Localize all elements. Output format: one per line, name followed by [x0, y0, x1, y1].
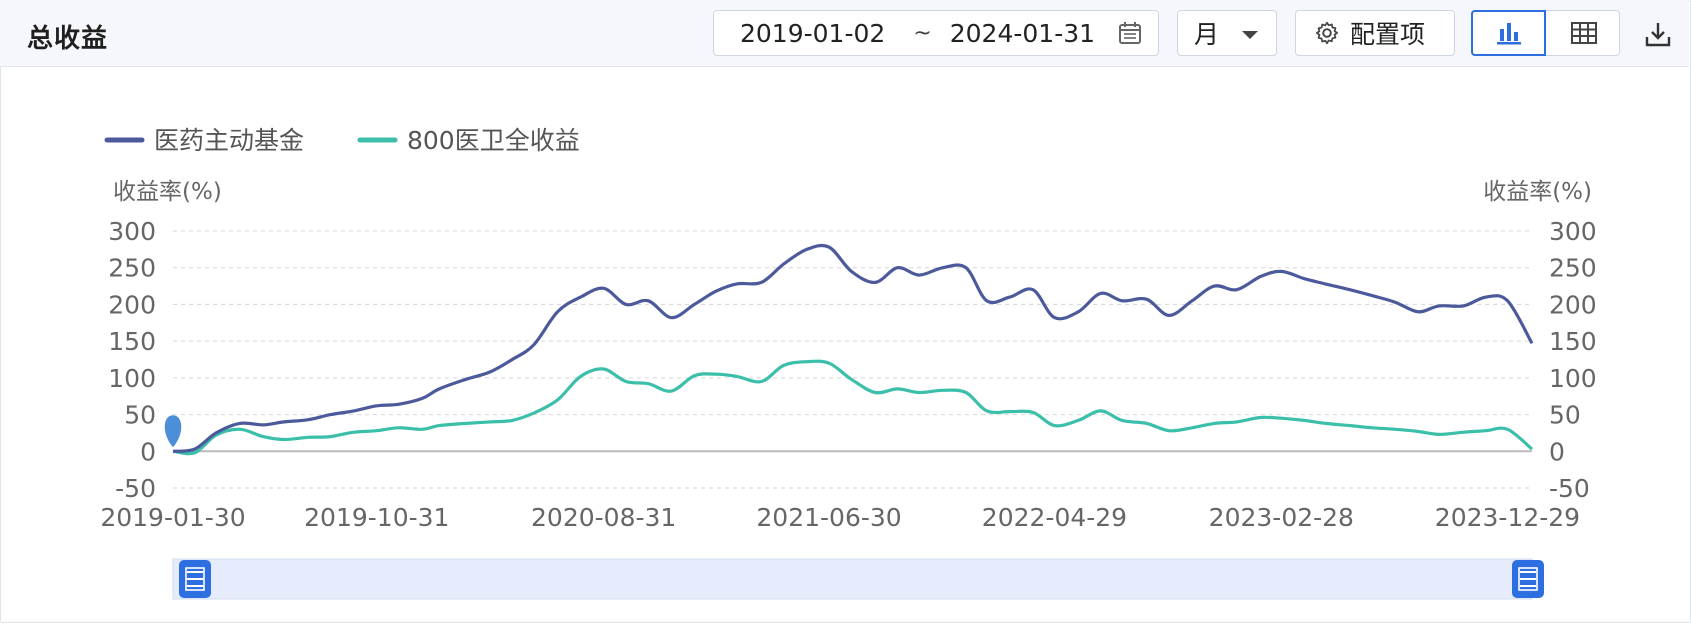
y-tick-label-right: -50: [1549, 474, 1590, 503]
date-range-picker[interactable]: 2019-01-02 ~ 2024-01-31: [713, 10, 1159, 56]
date-end[interactable]: 2024-01-31: [950, 19, 1095, 48]
x-tick-label: 2021-06-30: [756, 503, 901, 532]
legend-label[interactable]: 800医卫全收益: [407, 126, 580, 155]
y-tick-label-left: 100: [108, 364, 156, 393]
period-value: 月: [1194, 15, 1219, 51]
y-tick-label-right: 100: [1549, 364, 1597, 393]
y-axis-title-right: 收益率(%): [1483, 179, 1592, 205]
date-separator: ~: [913, 21, 931, 46]
y-tick-label-left: -50: [115, 474, 156, 503]
series-line-2: [173, 361, 1532, 454]
bar-chart-icon: [1495, 20, 1523, 46]
y-tick-label-right: 300: [1549, 217, 1597, 246]
x-tick-label: 2019-01-30: [100, 503, 245, 532]
table-icon: [1570, 21, 1598, 45]
zoom-slider-track: [173, 559, 1532, 599]
view-toggle: [1471, 10, 1620, 56]
x-tick-label: 2022-04-29: [982, 503, 1127, 532]
y-tick-label-left: 50: [124, 401, 156, 430]
panel-title: 总收益: [27, 18, 108, 55]
date-start[interactable]: 2019-01-02: [740, 19, 885, 48]
series-line-1: [173, 245, 1532, 451]
config-button[interactable]: 配置项: [1295, 10, 1455, 56]
x-tick-label: 2020-08-31: [531, 503, 676, 532]
y-tick-label-left: 150: [108, 327, 156, 356]
period-select[interactable]: 月: [1177, 10, 1277, 56]
chart-view-button[interactable]: [1471, 10, 1546, 56]
calendar-icon[interactable]: [1118, 21, 1142, 45]
y-tick-label-right: 50: [1549, 401, 1581, 430]
chart-area: 医药主动基金 800医卫全收益收益率(%) 收益率(%) 300 300 250 250 20…: [0, 66, 1689, 621]
start-marker-pin: [165, 415, 182, 447]
y-tick-label-left: 200: [108, 290, 156, 319]
y-axis-title-left: 收益率(%): [113, 179, 222, 205]
y-tick-label-right: 250: [1549, 254, 1597, 283]
y-tick-label-left: 250: [108, 254, 156, 283]
y-tick-label-left: 0: [140, 437, 156, 466]
download-icon[interactable]: [1644, 20, 1672, 48]
x-tick-label: 2023-02-28: [1209, 503, 1354, 532]
y-tick-label-right: 200: [1549, 290, 1597, 319]
y-tick-label-left: 300: [108, 217, 156, 246]
gear-icon: [1314, 20, 1340, 46]
y-tick-label-right: 0: [1549, 437, 1565, 466]
config-label: 配置项: [1350, 15, 1425, 51]
chevron-down-icon: [1242, 31, 1258, 39]
x-tick-label: 2019-10-31: [304, 503, 449, 532]
table-view-button[interactable]: [1546, 10, 1621, 56]
x-tick-label: 2023-12-29: [1435, 503, 1580, 532]
legend-label[interactable]: 医药主动基金: [154, 126, 304, 155]
y-tick-label-right: 150: [1549, 327, 1597, 356]
panel-header: 总收益 2019-01-02 ~ 2024-01-31 月 配置项: [0, 0, 1689, 67]
